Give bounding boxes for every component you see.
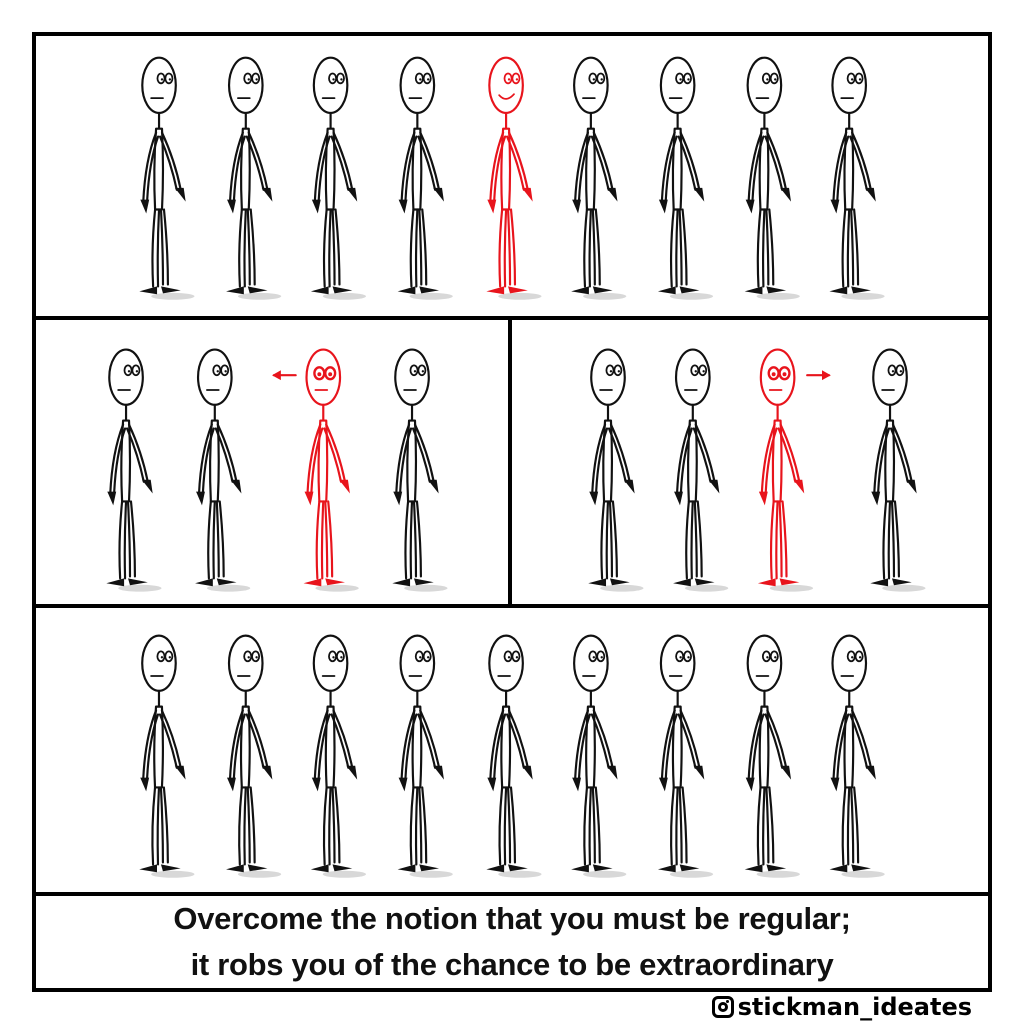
stickman-figure (571, 634, 627, 878)
panel-middle-right-figures (588, 348, 926, 592)
stickman-figure (397, 634, 453, 878)
stickman-figure (829, 56, 885, 300)
stickman-figure-highlighted (486, 56, 542, 300)
stickman-figure (829, 634, 885, 878)
stickman-figure-highlighted (303, 348, 359, 592)
stickman-figure (310, 634, 367, 878)
panel-middle-left-figures (106, 348, 448, 592)
stickman-figure (486, 634, 542, 878)
stickman-figure (106, 348, 162, 592)
stickman-figure-highlighted (757, 348, 814, 592)
instagram-icon (711, 996, 734, 1018)
caption-line-1: Overcome the notion that you must be reg… (173, 901, 851, 936)
panel-top-figures (139, 56, 885, 300)
credit: stickman_ideates (711, 990, 972, 1024)
stickman-figure (657, 56, 714, 300)
credit-handle: stickman_ideates (737, 993, 972, 1021)
stickman-figure (571, 56, 627, 300)
panel-bottom-figures (139, 634, 885, 878)
stickman-figure (870, 348, 926, 592)
panel-middle-right (512, 320, 988, 608)
stickman-figure (310, 56, 367, 300)
caption: Overcome the notion that you must be reg… (36, 896, 988, 988)
stickman-figure (744, 634, 800, 878)
panel-middle-left (36, 320, 512, 608)
arrow-left-icon (272, 370, 297, 381)
caption-line-2: it robs you of the chance to be extraord… (190, 947, 834, 982)
comic-strip: Overcome the notion that you must be reg… (32, 32, 992, 992)
stickman-figure (673, 348, 729, 592)
panel-bottom (36, 608, 988, 896)
stickman-figure (226, 634, 282, 878)
panel-top (36, 36, 988, 320)
arrow-right-icon (806, 370, 831, 381)
stickman-figure (139, 634, 195, 878)
stickman-figure (139, 56, 195, 300)
stickman-figure (744, 56, 800, 300)
stickman-figure (588, 348, 644, 592)
stickman-figure (397, 56, 453, 300)
stickman-figure (226, 56, 282, 300)
stickman-figure (392, 348, 448, 592)
stickman-figure (195, 348, 251, 592)
stickman-figure (657, 634, 714, 878)
